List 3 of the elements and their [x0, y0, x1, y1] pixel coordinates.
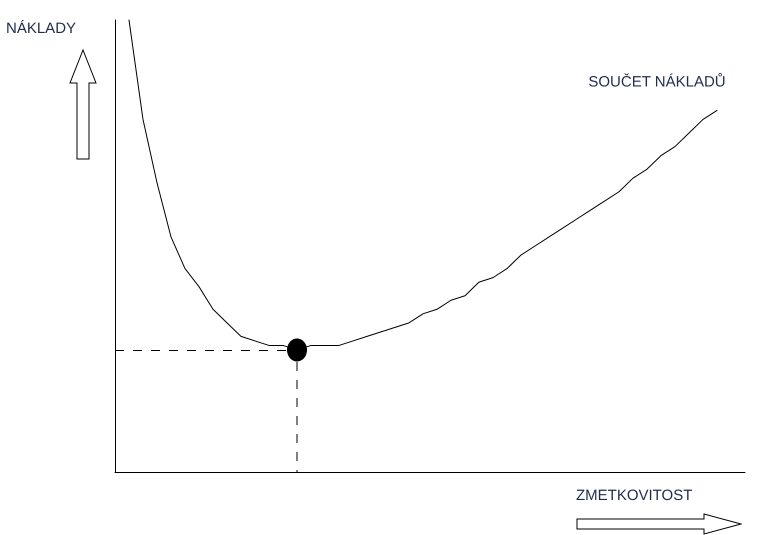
- x-axis-title: ZMETKOVITOST: [576, 487, 692, 504]
- series-label: SOUČET NÁKLADŮ: [588, 72, 726, 90]
- y-axis-title: NÁKLADY: [6, 20, 76, 37]
